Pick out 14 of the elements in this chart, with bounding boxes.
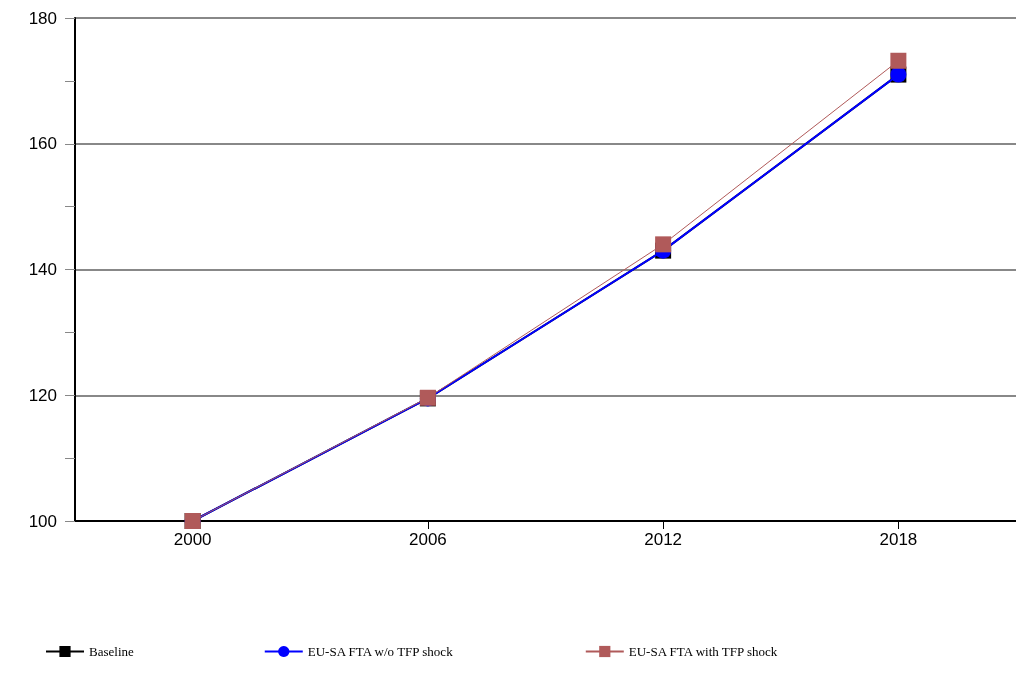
y-tick-label: 120 (28, 385, 57, 405)
legend-label: Baseline (89, 644, 134, 659)
y-tick-label: 100 (28, 511, 57, 531)
y-tick-label: 140 (28, 260, 57, 279)
y-tick-label: 180 (28, 8, 57, 28)
point (890, 52, 907, 69)
x-tick-label: 2000 (173, 530, 212, 549)
legend-label: EU-SA FTA with TFP shock (628, 644, 778, 659)
x-tick-label: 2006 (408, 530, 447, 549)
y-tick-label: 160 (28, 134, 57, 154)
point (655, 236, 672, 253)
x-tick-label: 2012 (644, 530, 683, 549)
legend-label: EU-SA FTA w/o TFP shock (307, 644, 454, 659)
x-tick-label: 2018 (879, 530, 918, 549)
